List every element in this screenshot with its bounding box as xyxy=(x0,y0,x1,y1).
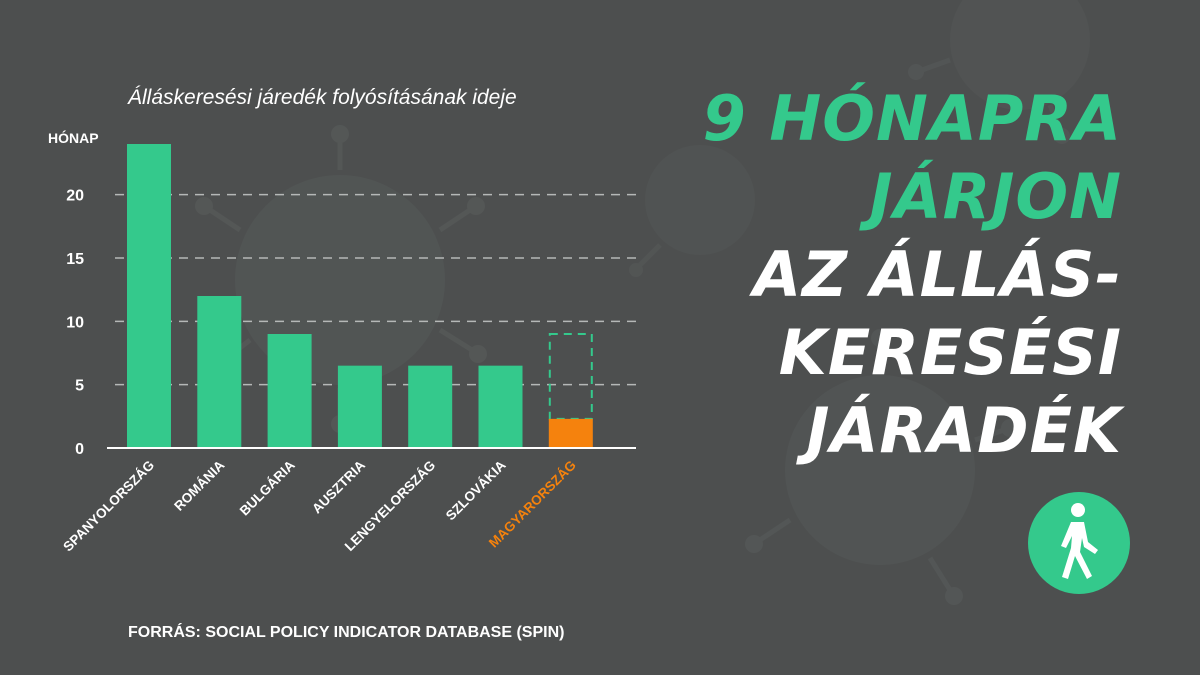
bar xyxy=(197,296,242,448)
virus-decoration-right xyxy=(745,329,1019,605)
walking-person-icon xyxy=(1061,503,1098,579)
bar-chart: HÓNAP 0 5 10 15 20 SPANYOLORSZÁG ROMÁNIA BULGÁRI… xyxy=(48,129,636,555)
headline-line-4: KERESÉSI xyxy=(778,316,1122,389)
chart-title: Álláskeresési járedék folyósításának ide… xyxy=(128,86,517,109)
target-bar-outline xyxy=(548,333,593,420)
x-tick-label: BULGÁRIA xyxy=(237,457,298,518)
x-tick-label: ROMÁNIA xyxy=(171,457,227,513)
virus-decoration-mid xyxy=(629,145,755,277)
headline: 9 HÓNAPRA JÁRJON AZ ÁLLÁS- KERESÉSI JÁRA… xyxy=(703,80,1122,470)
bar xyxy=(337,365,382,448)
y-tick-label: 10 xyxy=(66,314,84,331)
bar xyxy=(478,365,523,448)
virus-decoration-top-right xyxy=(908,0,1090,144)
walk-badge xyxy=(1028,492,1130,594)
y-tick-label: 15 xyxy=(66,251,84,268)
bar xyxy=(127,144,171,448)
x-tick-label: SZLOVÁKIA xyxy=(443,457,509,523)
bar xyxy=(267,334,312,448)
source-note: FORRÁS: SOCIAL POLICY INDICATOR DATABASE… xyxy=(128,624,565,641)
bar xyxy=(548,418,593,448)
x-tick-label: AUSZTRIA xyxy=(309,457,368,516)
headline-line-5: JÁRADÉK xyxy=(806,394,1122,467)
y-tick-label: 20 xyxy=(66,188,84,205)
y-axis-label: HÓNAP xyxy=(48,129,99,146)
headline-line-2: JÁRJON xyxy=(869,160,1122,233)
headline-line-1: 9 HÓNAPRA xyxy=(702,82,1122,155)
y-tick-label: 0 xyxy=(75,441,84,458)
headline-line-3: AZ ÁLLÁS- xyxy=(753,238,1122,311)
y-tick-label: 5 xyxy=(75,378,84,395)
x-tick-label: SPANYOLORSZÁG xyxy=(60,458,157,555)
bar xyxy=(408,365,453,448)
